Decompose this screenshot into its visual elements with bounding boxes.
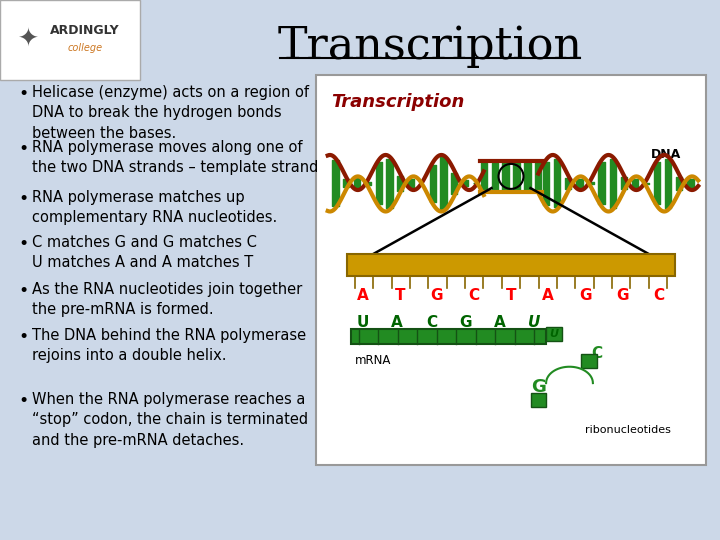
Text: college: college (68, 43, 102, 53)
Text: T: T (395, 288, 405, 303)
Bar (0, 0, 140, 80)
Bar (351, 329, 546, 344)
Text: U: U (356, 315, 369, 330)
Text: mRNA: mRNA (355, 354, 392, 367)
Text: C: C (426, 315, 437, 330)
Text: RNA polymerase moves along one of
the two DNA strands – template strand: RNA polymerase moves along one of the tw… (32, 140, 318, 176)
Bar (531, 393, 546, 407)
Text: •: • (18, 140, 28, 158)
Text: C: C (591, 346, 603, 361)
Text: •: • (18, 235, 28, 253)
Text: C: C (469, 288, 480, 303)
Text: The DNA behind the RNA polymerase
rejoins into a double helix.: The DNA behind the RNA polymerase rejoin… (32, 328, 306, 363)
Text: DNA: DNA (650, 148, 680, 161)
Text: C: C (654, 288, 665, 303)
Text: A: A (357, 288, 369, 303)
Text: A: A (494, 315, 506, 330)
Text: G: G (579, 288, 591, 303)
Text: RNA polymerase matches up
complementary RNA nucleotides.: RNA polymerase matches up complementary … (32, 190, 277, 225)
Text: U: U (549, 329, 559, 339)
Bar (347, 254, 675, 276)
Text: •: • (18, 328, 28, 346)
Text: Transcription: Transcription (332, 92, 465, 111)
Bar (546, 327, 562, 341)
Text: T: T (505, 288, 516, 303)
Text: •: • (18, 85, 28, 103)
Text: As the RNA nucleotides join together
the pre-mRNA is formed.: As the RNA nucleotides join together the… (32, 282, 302, 318)
Text: When the RNA polymerase reaches a
“stop” codon, the chain is terminated
and the : When the RNA polymerase reaches a “stop”… (32, 392, 308, 448)
Text: ribonucleotides: ribonucleotides (585, 425, 671, 435)
Text: G: G (459, 315, 472, 330)
Text: •: • (18, 392, 28, 410)
Bar (316, 75, 706, 465)
Text: Transcription: Transcription (277, 25, 582, 68)
Text: G: G (531, 378, 546, 396)
Text: U: U (528, 315, 541, 330)
Text: G: G (431, 288, 443, 303)
Text: •: • (18, 190, 28, 208)
Text: ✦: ✦ (17, 28, 38, 52)
Text: G: G (616, 288, 629, 303)
Text: ARDINGLY: ARDINGLY (50, 24, 120, 37)
Text: •: • (18, 282, 28, 300)
Text: Helicase (enzyme) acts on a region of
DNA to break the hydrogen bonds
between th: Helicase (enzyme) acts on a region of DN… (32, 85, 309, 141)
Bar (581, 354, 597, 368)
Text: A: A (391, 315, 403, 330)
Text: A: A (542, 288, 554, 303)
Text: C matches G and G matches C
U matches A and A matches T: C matches G and G matches C U matches A … (32, 235, 257, 271)
